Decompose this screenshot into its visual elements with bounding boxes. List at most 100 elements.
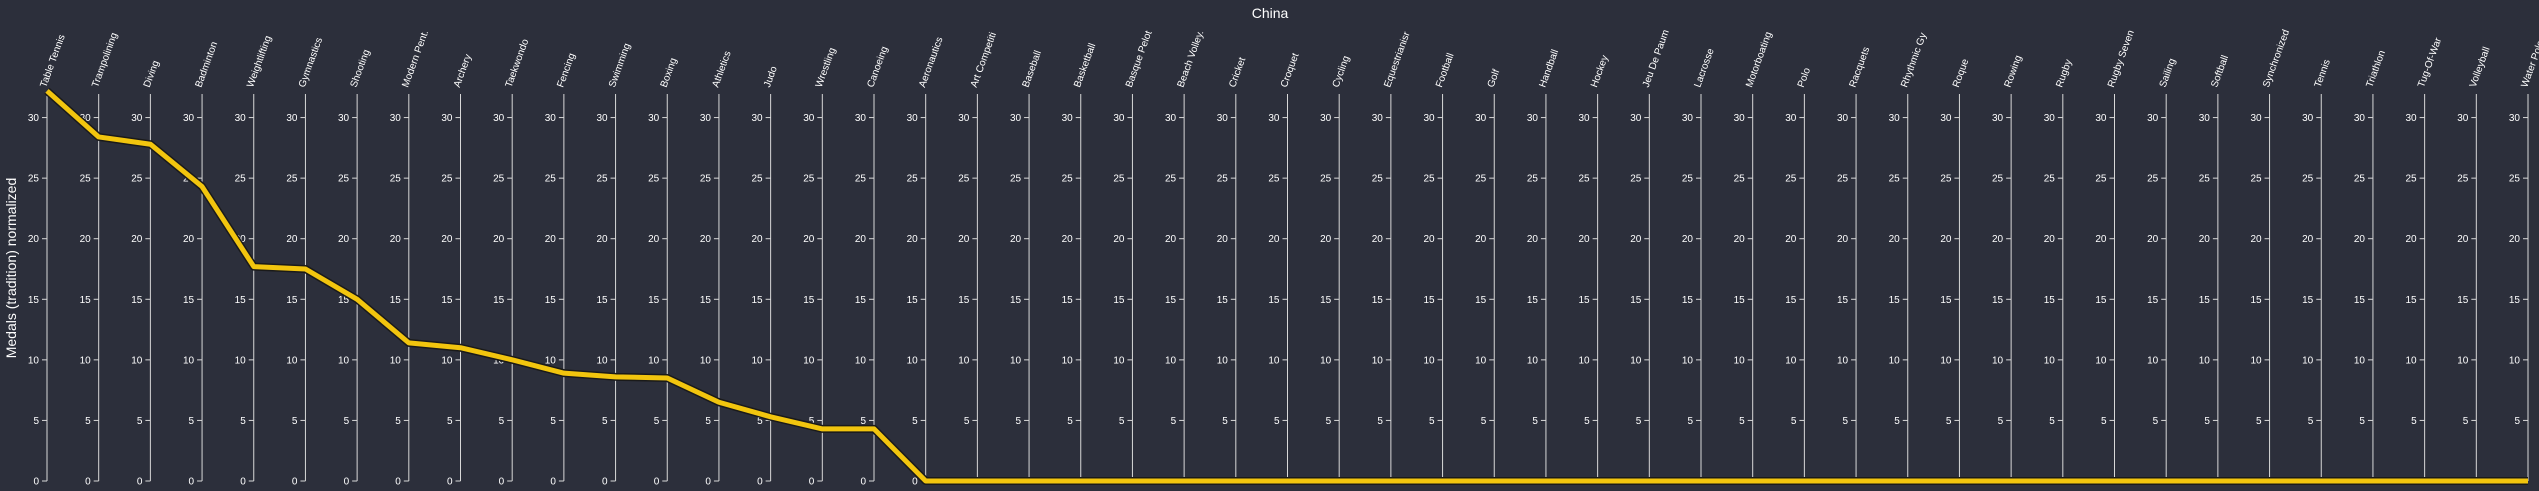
- tick-label: 30: [131, 113, 143, 124]
- axis-category-label: Trampolining: [90, 31, 120, 89]
- axis-category-label: Tug-Of-War: [2416, 36, 2444, 89]
- tick-label: 10: [1527, 355, 1539, 366]
- tick-label: 30: [2250, 113, 2262, 124]
- tick-label: 25: [545, 174, 557, 185]
- tick-label: 10: [131, 355, 143, 366]
- tick-label: 5: [1998, 416, 2004, 427]
- tick-label: 15: [700, 295, 712, 306]
- axis-category-label: Equestrianisr: [1382, 30, 1413, 89]
- tick-label: 25: [1010, 174, 1022, 185]
- tick-label: 30: [338, 113, 350, 124]
- tick-label: 15: [2509, 295, 2521, 306]
- tick-label: 0: [85, 477, 91, 488]
- tick-label: 15: [1527, 295, 1539, 306]
- tick-label: 25: [1372, 174, 1384, 185]
- series-line: [45, 89, 2528, 484]
- tick-label: 30: [752, 113, 764, 124]
- tick-label: 25: [1527, 174, 1539, 185]
- tick-label: 25: [1682, 174, 1694, 185]
- axis-category-label: Table Tennis: [38, 33, 67, 89]
- axis-category-label: Handball: [1537, 48, 1561, 89]
- tick-label: 30: [2457, 113, 2469, 124]
- tick-label: 0: [292, 477, 298, 488]
- tick-label: 5: [33, 416, 39, 427]
- tick-label: 20: [1320, 234, 1332, 245]
- tick-label: 15: [1320, 295, 1332, 306]
- tick-label: 20: [2509, 234, 2521, 245]
- tick-label: 5: [550, 416, 556, 427]
- tick-label: 15: [648, 295, 660, 306]
- tick-label: 15: [1940, 295, 1952, 306]
- tick-label: 20: [1527, 234, 1539, 245]
- tick-label: 10: [1889, 355, 1901, 366]
- tick-label: 10: [855, 355, 867, 366]
- axis-category-label: Jeu De Paum: [1641, 28, 1672, 89]
- tick-label: 5: [2359, 416, 2365, 427]
- tick-label: 30: [1734, 113, 1746, 124]
- tick-label: 5: [2256, 416, 2262, 427]
- tick-label: 5: [137, 416, 143, 427]
- tick-label: 30: [1527, 113, 1539, 124]
- tick-label: 5: [705, 416, 711, 427]
- tick-label: 20: [1010, 234, 1022, 245]
- axis-category-label: Gymnastics: [297, 36, 325, 89]
- tick-label: 10: [1837, 355, 1849, 366]
- tick-label: 5: [2514, 416, 2520, 427]
- tick-label: 25: [80, 174, 92, 185]
- tick-label: 10: [1010, 355, 1022, 366]
- tick-label: 20: [752, 234, 764, 245]
- tick-label: 10: [803, 355, 815, 366]
- tick-label: 25: [2457, 174, 2469, 185]
- tick-label: 25: [1992, 174, 2004, 185]
- tick-label: 5: [1119, 416, 1125, 427]
- tick-label: 20: [1423, 234, 1435, 245]
- tick-label: 10: [752, 355, 764, 366]
- tick-label: 10: [1630, 355, 1642, 366]
- tick-label: 10: [2044, 355, 2056, 366]
- tick-label: 25: [1579, 174, 1591, 185]
- tick-label: 15: [338, 295, 350, 306]
- tick-label: 20: [2406, 234, 2418, 245]
- tick-label: 15: [28, 295, 40, 306]
- tick-label: 30: [183, 113, 195, 124]
- tick-label: 10: [1785, 355, 1797, 366]
- tick-label: 30: [2199, 113, 2211, 124]
- tick-label: 20: [1372, 234, 1384, 245]
- tick-label: 20: [1889, 234, 1901, 245]
- tick-label: 30: [596, 113, 608, 124]
- tick-label: 20: [441, 234, 453, 245]
- tick-label: 20: [2044, 234, 2056, 245]
- tick-label: 5: [85, 416, 91, 427]
- axis-category-label: Fencing: [555, 52, 578, 89]
- tick-label: 10: [1372, 355, 1384, 366]
- tick-label: 5: [1894, 416, 1900, 427]
- tick-label: 20: [958, 234, 970, 245]
- tick-label: 10: [1268, 355, 1280, 366]
- tick-label: 5: [1791, 416, 1797, 427]
- tick-label: 15: [1062, 295, 1074, 306]
- axis-category-label: Swimming: [607, 42, 633, 89]
- tick-label: 25: [2509, 174, 2521, 185]
- tick-label: 15: [2250, 295, 2262, 306]
- tick-label: 5: [860, 416, 866, 427]
- tick-label: 10: [648, 355, 660, 366]
- tick-label: 30: [1423, 113, 1435, 124]
- tick-label: 25: [2302, 174, 2314, 185]
- tick-label: 25: [338, 174, 350, 185]
- tick-label: 15: [2044, 295, 2056, 306]
- tick-label: 30: [1992, 113, 2004, 124]
- tick-label: 10: [2354, 355, 2366, 366]
- tick-label: 15: [2406, 295, 2418, 306]
- tick-label: 30: [235, 113, 247, 124]
- tick-label: 0: [550, 477, 556, 488]
- tick-label: 20: [2250, 234, 2262, 245]
- axis-category-label: Shooting: [349, 48, 373, 89]
- axis-category-label: Sailing: [2158, 57, 2179, 89]
- axis-category-label: Rowing: [2003, 54, 2025, 89]
- axis-category-label: Rugby: [2054, 58, 2074, 89]
- tick-label: 30: [1785, 113, 1797, 124]
- tick-label: 15: [2354, 295, 2366, 306]
- tick-label: 25: [1217, 174, 1229, 185]
